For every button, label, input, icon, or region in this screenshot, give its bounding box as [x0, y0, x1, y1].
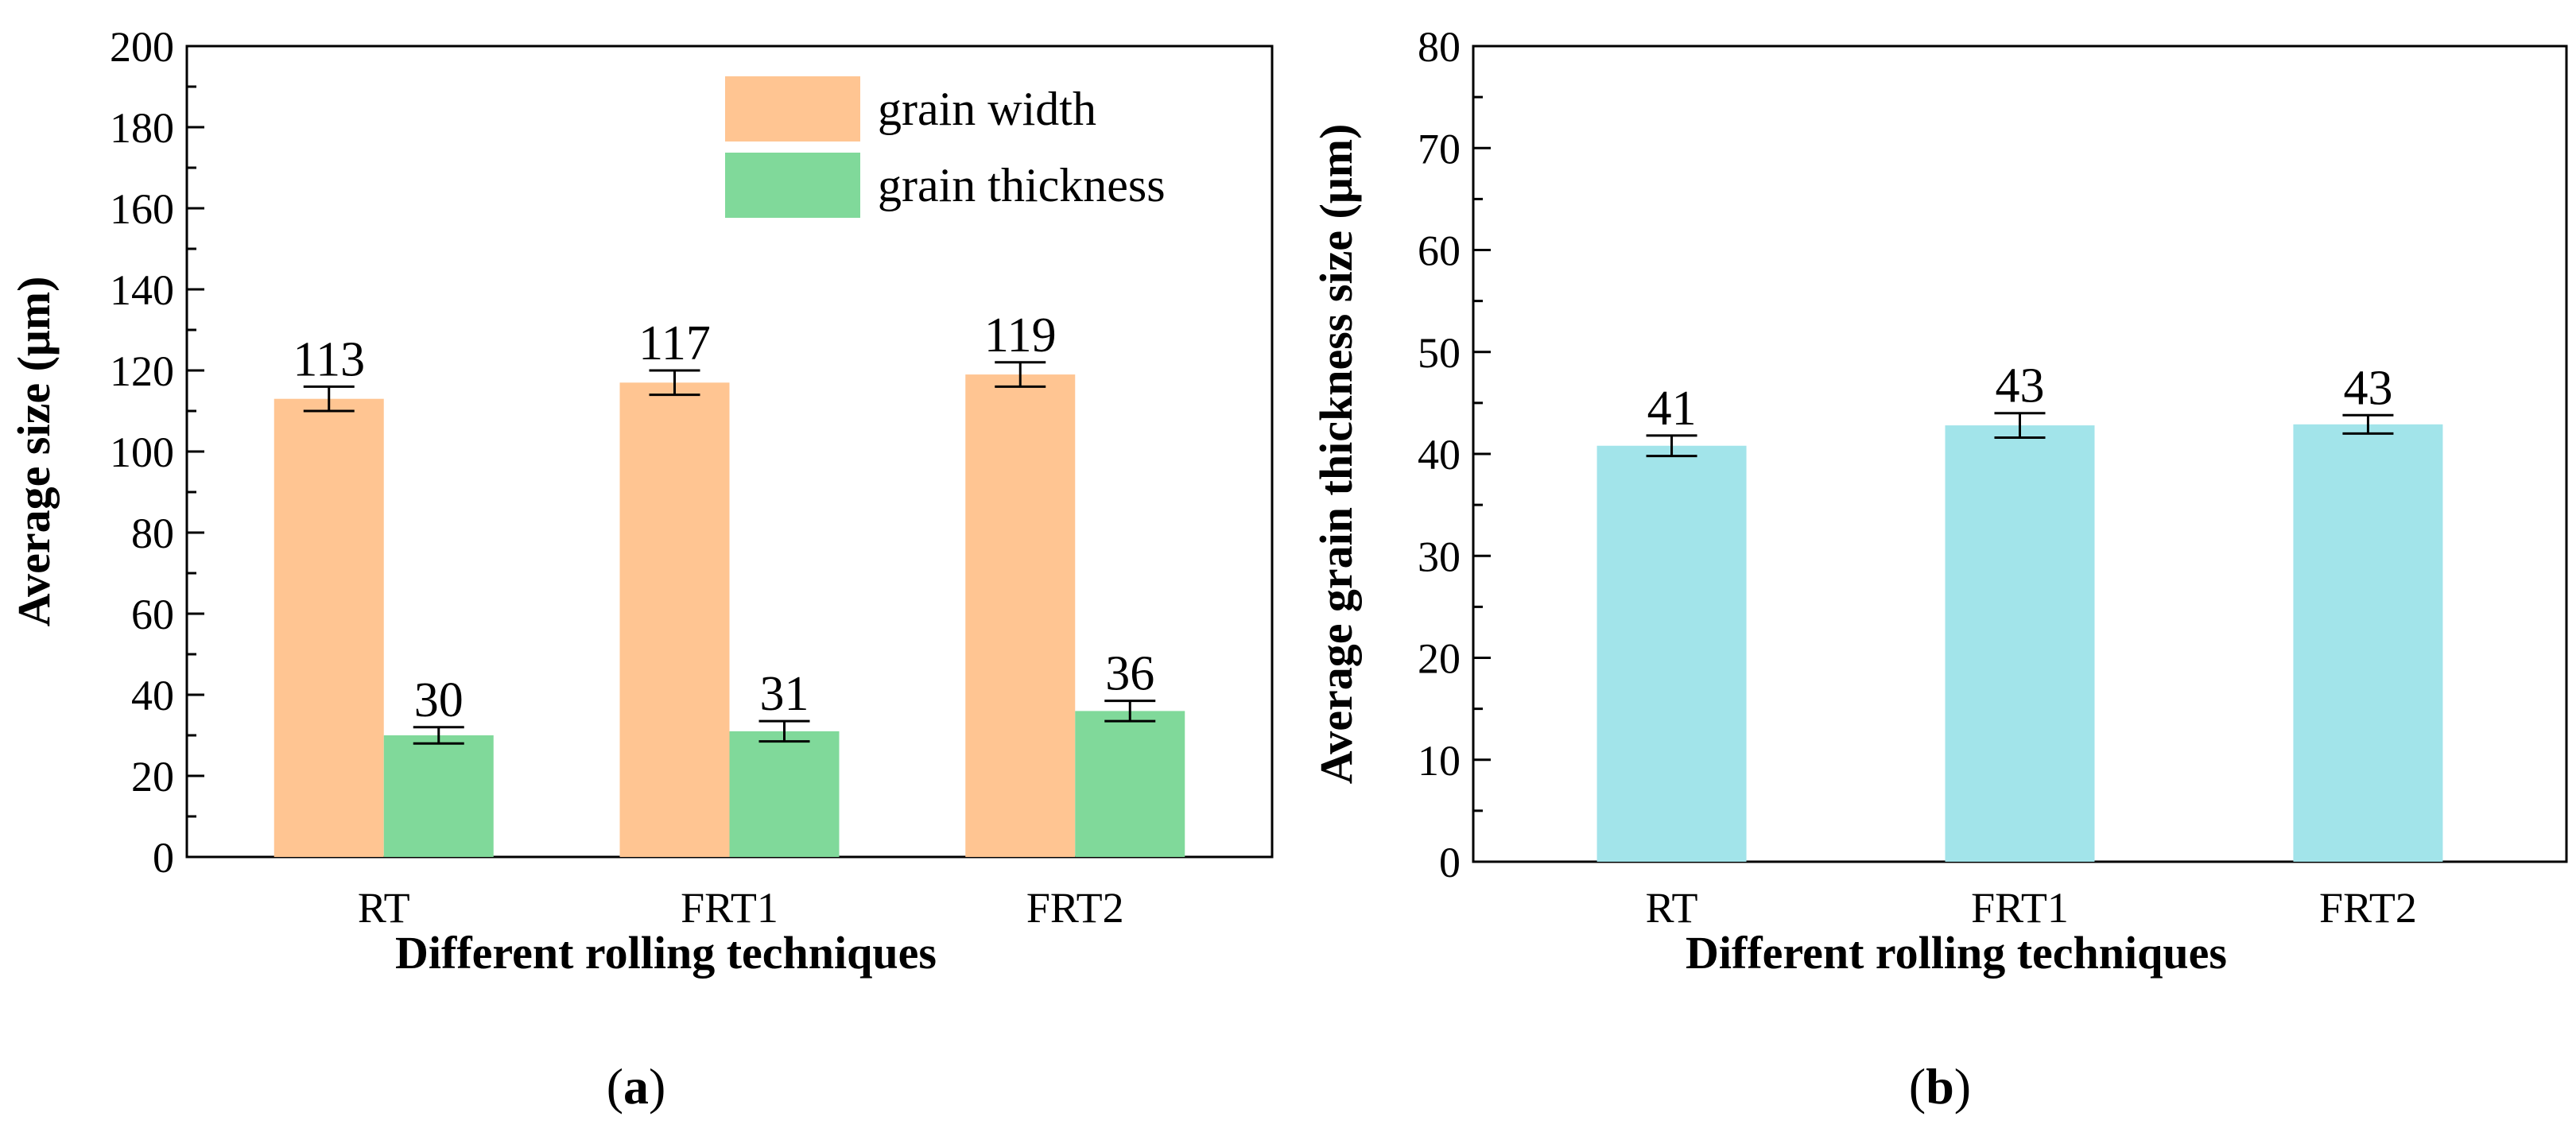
y-tick-label: 180 [110, 104, 174, 152]
y-tick-label: 80 [1418, 23, 1461, 71]
data-label: 43 [2343, 361, 2392, 415]
y-tick-label: 60 [1418, 227, 1461, 275]
bar [1945, 425, 2095, 862]
bar [383, 735, 494, 857]
legend-swatch [725, 153, 860, 218]
bar [1596, 445, 1747, 862]
y-axis-title: Average grain thickness size (μm) [1310, 124, 1362, 785]
bar [1075, 711, 1185, 857]
bar [274, 398, 384, 857]
y-tick-label: 80 [131, 510, 174, 557]
data-label: 41 [1647, 382, 1697, 436]
legend-label: grain width [878, 83, 1096, 135]
bar [965, 374, 1076, 858]
bar [619, 382, 730, 857]
panel-letter: a [623, 1058, 649, 1115]
y-tick-label: 60 [131, 591, 174, 638]
x-tick-label: FRT1 [1971, 884, 2069, 932]
y-tick-label: 50 [1418, 329, 1461, 377]
y-tick-label: 30 [1418, 533, 1461, 580]
y-tick-label: 20 [1418, 635, 1461, 683]
x-tick-label: FRT1 [681, 884, 778, 932]
y-tick-label: 160 [110, 185, 174, 233]
y-tick-label: 10 [1418, 737, 1461, 785]
panel-caption: (b) [1909, 1058, 1971, 1115]
y-axis-title: Average size (μm) [8, 277, 60, 627]
y-tick-label: 0 [1439, 839, 1461, 886]
panel-letter: b [1926, 1058, 1954, 1115]
bar [729, 731, 840, 857]
x-tick-label: RT [358, 884, 410, 932]
bar [2293, 424, 2443, 862]
data-label: 43 [1996, 359, 2045, 413]
y-tick-label: 20 [131, 753, 174, 801]
y-tick-label: 40 [131, 672, 174, 719]
data-label: 117 [638, 316, 711, 370]
y-tick-label: 0 [153, 834, 174, 882]
data-label: 113 [293, 332, 365, 386]
x-tick-label: FRT2 [1026, 884, 1124, 932]
x-tick-label: RT [1646, 884, 1698, 932]
y-tick-label: 140 [110, 266, 174, 314]
chart-b: 0 10 20 30 40 50 60 70 80 41 RT 43 FRT1 43 FRT2 Differe… [1310, 23, 2568, 1115]
panel-caption: (a) [607, 1058, 666, 1115]
data-label: 36 [1105, 647, 1154, 701]
y-tick-label: 70 [1418, 125, 1461, 173]
x-axis-title: Different rolling techniques [1686, 927, 2227, 979]
chart-a: 0 20 40 60 80 100 120 140 160 180 200 113 30 RT 117 31 F… [8, 23, 1274, 1115]
x-axis-title: Different rolling techniques [395, 927, 937, 979]
data-label: 30 [414, 673, 464, 727]
legend-swatch [725, 76, 860, 142]
legend-label: grain thickness [878, 159, 1166, 211]
data-label: 31 [760, 667, 809, 721]
y-tick-label: 200 [110, 23, 174, 71]
y-tick-label: 40 [1418, 431, 1461, 479]
x-tick-label: FRT2 [2319, 884, 2417, 932]
data-label: 119 [984, 308, 1057, 362]
y-tick-label: 120 [110, 347, 174, 395]
y-tick-label: 100 [110, 428, 174, 476]
